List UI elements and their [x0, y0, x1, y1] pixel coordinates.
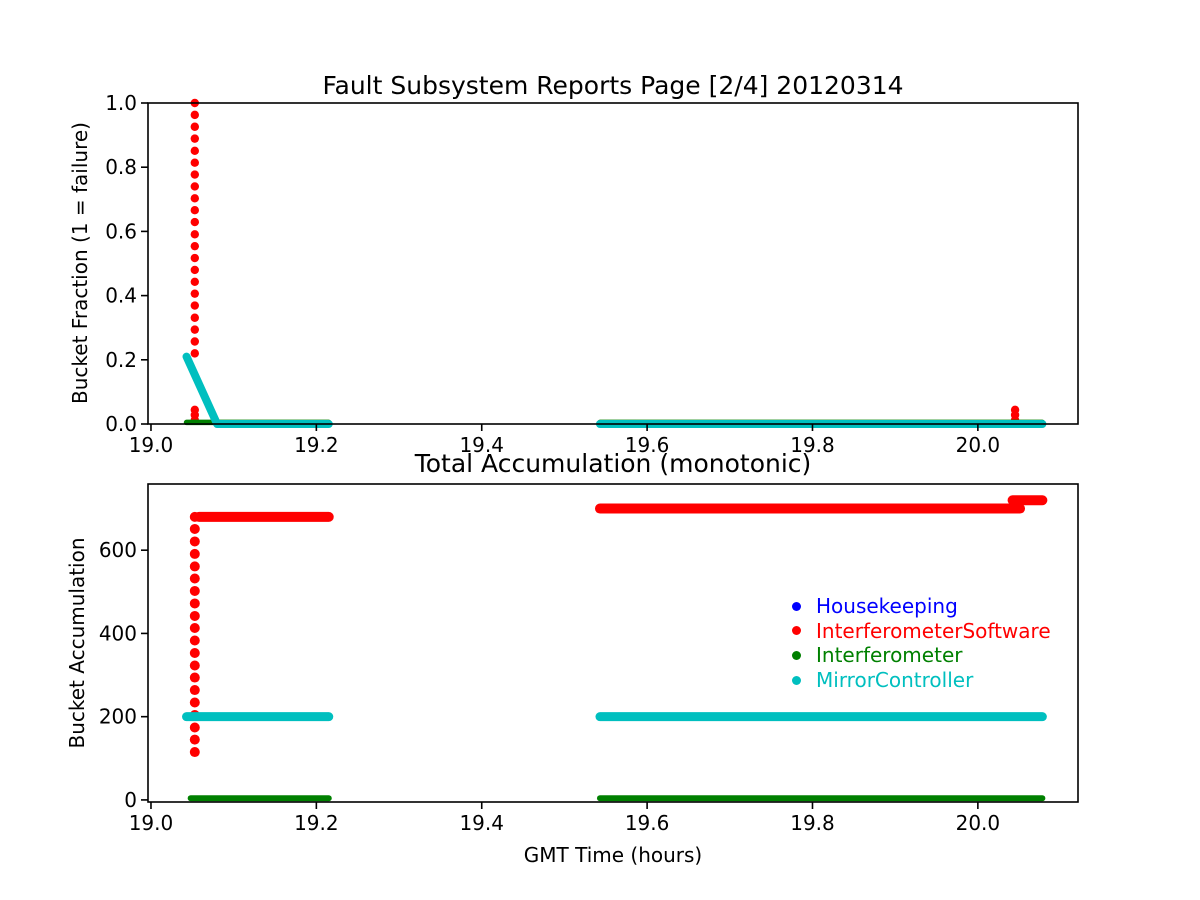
series-InterferometerSoftware-dot: [190, 146, 200, 156]
axes-top-y-tick-label: 0.4: [105, 284, 137, 308]
series-InterferometerSoftware-dot: [189, 672, 200, 683]
axes-top-y-tick-label: 0.6: [105, 219, 137, 243]
axes-top-x-tick-label: 19.8: [790, 433, 835, 457]
series-InterferometerSoftware-dot: [190, 265, 200, 275]
series-InterferometerSoftware-dot: [190, 241, 200, 251]
series-InterferometerSoftware-dot: [190, 325, 200, 334]
series-InterferometerSoftware-dot: [190, 289, 200, 298]
axes-top-x-tick-label: 19.2: [294, 433, 339, 457]
series-InterferometerSoftware-dot: [190, 122, 200, 131]
series-InterferometerSoftware-dot: [190, 206, 200, 215]
legend-marker-dot: [792, 626, 801, 636]
series-InterferometerSoftware-dot: [189, 598, 200, 609]
series-InterferometerSoftware-dot: [190, 134, 200, 143]
axes-top-spine: [147, 102, 1079, 425]
series-InterferometerSoftware-dot: [189, 585, 200, 596]
series-InterferometerSoftware-dot: [190, 217, 200, 227]
series-InterferometerSoftware-dot: [190, 405, 200, 415]
axes-top-x-tick-label: 19.0: [129, 433, 174, 457]
top-chart-title: Fault Subsystem Reports Page [2/4] 20120…: [322, 71, 904, 100]
x-axis-label: GMT Time (hours): [523, 843, 703, 867]
series-InterferometerSoftware-dot: [189, 573, 200, 584]
series-InterferometerSoftware-dot: [190, 158, 200, 167]
series-InterferometerSoftware-dot: [189, 697, 200, 708]
axes-top-x-tick-label: 19.4: [459, 433, 504, 457]
axes-top-x-tick-label: 19.6: [625, 433, 670, 457]
legend-label: MirrorController: [816, 667, 974, 692]
axes-bottom-y-tick-label: 0: [124, 788, 137, 812]
legend-marker-dot: [792, 675, 801, 685]
legend-item-interferometersoftware: InterferometerSoftware: [786, 619, 1051, 644]
series-InterferometerSoftware-dot: [190, 170, 200, 179]
legend-marker-dot: [792, 650, 801, 660]
legend: Housekeeping InterferometerSoftware Inte…: [786, 594, 1051, 692]
axes-bottom-y-tick-label: 400: [99, 621, 137, 645]
series-InterferometerSoftware-dot: [189, 747, 200, 758]
series-InterferometerSoftware-dot: [189, 734, 200, 745]
series-InterferometerSoftware-dot: [189, 660, 200, 671]
series-InterferometerSoftware-dot: [189, 548, 200, 559]
series-MirrorController-line: [182, 352, 333, 428]
series-InterferometerSoftware-dot: [189, 523, 200, 534]
axes-bottom-y-tick-label: 200: [99, 705, 137, 729]
axes-bottom-y-tick-label: 600: [99, 538, 137, 562]
top-y-axis-label: Bucket Fraction (1 = failure): [68, 122, 92, 404]
series-InterferometerSoftware-dot: [189, 610, 200, 621]
legend-label: Housekeeping: [816, 594, 958, 618]
series-InterferometerSoftware-dot: [190, 182, 200, 191]
series-InterferometerSoftware-dot: [189, 561, 200, 572]
axes-bottom-x-tick-label: 20.0: [956, 811, 1001, 835]
series-InterferometerSoftware-dot: [189, 685, 200, 696]
legend-label: InterferometerSoftware: [816, 618, 1051, 643]
series-InterferometerSoftware-dot: [190, 301, 200, 310]
legend-item-interferometer: Interferometer: [786, 643, 1051, 668]
legend-item-mirrorcontroller: MirrorController: [786, 668, 1051, 693]
series-InterferometerSoftware-dot: [189, 722, 200, 733]
bottom-chart-title: Total Accumulation (monotonic): [414, 449, 812, 478]
series-InterferometerSoftware-dot: [189, 647, 200, 658]
series-InterferometerSoftware-dot: [189, 635, 200, 646]
series-InterferometerSoftware-dot: [189, 623, 200, 634]
axes-bottom-x-tick-label: 19.2: [294, 811, 339, 835]
series-InterferometerSoftware-dot: [190, 337, 200, 346]
axes-top-y-tick-label: 1.0: [105, 91, 137, 115]
axes-top-x-tick-label: 20.0: [956, 433, 1001, 457]
series-InterferometerSoftware-dot: [190, 277, 200, 286]
series-InterferometerSoftware-dot: [190, 230, 200, 239]
series-InterferometerSoftware-dot: [189, 536, 200, 547]
series-InterferometerSoftware-dot: [190, 110, 200, 120]
axes-top-y-tick-label: 0.0: [105, 412, 137, 436]
axes-top-y-tick-label: 0.8: [105, 155, 137, 179]
axes-bottom-spine: [147, 483, 1079, 803]
axes-bottom-x-tick-label: 19.8: [790, 811, 835, 835]
series-InterferometerSoftware-dot: [190, 313, 200, 322]
axes-top-y-tick-label: 0.2: [105, 348, 137, 372]
series-InterferometerSoftware-dot: [190, 194, 200, 203]
series-InterferometerSoftware-dot: [1010, 405, 1020, 415]
series-InterferometerSoftware-dot: [190, 349, 200, 358]
axes-bottom-x-tick-label: 19.6: [625, 811, 670, 835]
axes-bottom-x-tick-label: 19.0: [129, 811, 174, 835]
series-InterferometerSoftware-dot: [190, 253, 200, 263]
axes-bottom-x-tick-label: 19.4: [459, 811, 504, 835]
legend-marker-dot: [792, 601, 801, 611]
legend-item-housekeeping: Housekeeping: [786, 594, 1051, 619]
legend-label: Interferometer: [816, 643, 963, 668]
bottom-y-axis-label: Bucket Accumulation: [65, 537, 89, 749]
